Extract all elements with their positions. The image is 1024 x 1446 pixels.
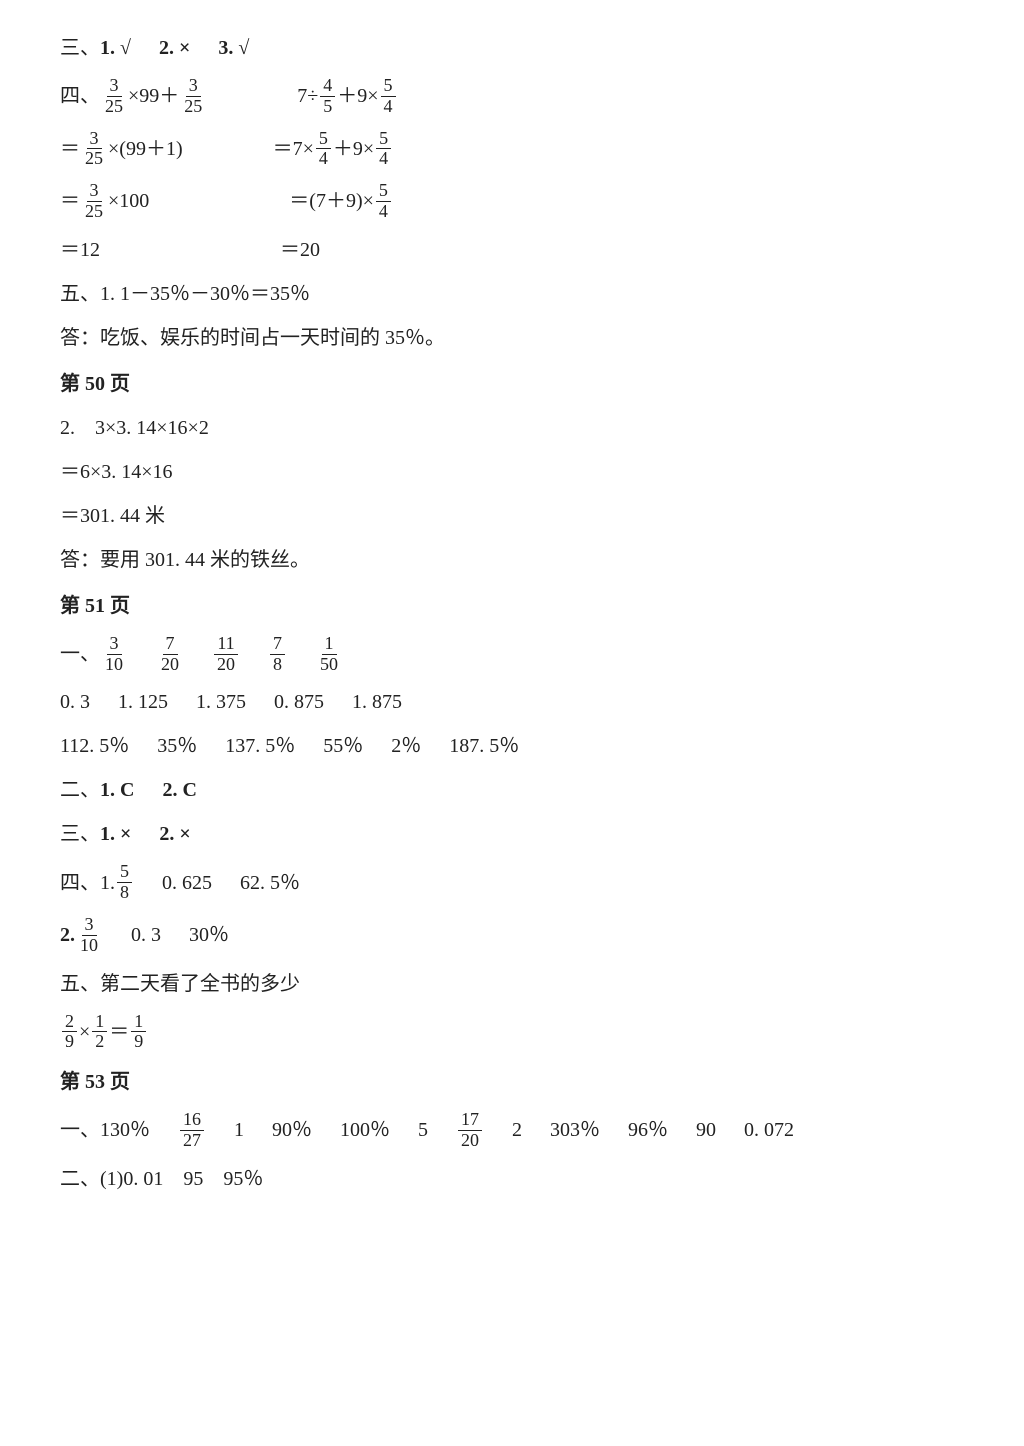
- wu1-answer: 答：吃饭、娱乐的时间占一天时间的 35％。: [60, 322, 964, 354]
- p51-yi-percents: 112. 5％ 35％ 137. 5％ 55％ 2％ 187. 5％: [60, 730, 964, 762]
- p51-heading: 第 51 页: [60, 590, 964, 622]
- section-si-row2: ＝ 325 ×(99＋1) ＝7× 54 ＋9× 54: [60, 129, 964, 170]
- p53-er: 二、(1)0. 01 95 95％: [60, 1163, 964, 1195]
- si-a-l3: ＝ 325 ×100: [60, 181, 149, 222]
- si-prefix: 四、: [60, 80, 100, 112]
- p51-yi-fracs: 一、 310 720 1120 78 150: [60, 634, 964, 675]
- si-b-l2: ＝7× 54 ＋9× 54: [273, 129, 394, 170]
- san-prefix: 三、: [60, 32, 100, 64]
- p50-heading: 第 50 页: [60, 368, 964, 400]
- si-a-l4: ＝12: [60, 234, 100, 266]
- p50-l3: ＝301. 44 米: [60, 500, 964, 532]
- si-b-l4: ＝20: [280, 234, 320, 266]
- p51-si-1: 四、1. 58 0. 625 62. 5％: [60, 862, 964, 903]
- section-si-row1: 四、 325 ×99＋ 325 7÷ 45 ＋9× 54: [60, 76, 964, 117]
- san-item-1: 1. √: [100, 32, 131, 64]
- section-si-row4: ＝12 ＝20: [60, 234, 964, 266]
- p51-er: 二、 1. C 2. C: [60, 774, 964, 806]
- p50-answer: 答：要用 301. 44 米的铁丝。: [60, 544, 964, 576]
- p53-heading: 第 53 页: [60, 1066, 964, 1098]
- p51-si-2: 2. 310 0. 3 30％: [60, 915, 964, 956]
- san-item-2: 2. ×: [159, 32, 190, 64]
- si-a-l1: 325 ×99＋ 325: [100, 76, 207, 117]
- section-san: 三、 1. √ 2. × 3. √: [60, 32, 964, 64]
- si-a-l2: ＝ 325 ×(99＋1): [60, 129, 183, 170]
- p51-yi-decimals: 0. 3 1. 125 1. 375 0. 875 1. 875: [60, 686, 964, 718]
- p51-wu-eq: 29 × 12 ＝ 19: [60, 1012, 964, 1053]
- p50-l1: 2. 3×3. 14×16×2: [60, 412, 964, 444]
- si-b-l1: 7÷ 45 ＋9× 54: [297, 76, 397, 117]
- wu1-line1: 五、1. 1－35％－30％＝35％: [60, 278, 964, 310]
- san-item-3: 3. √: [218, 32, 249, 64]
- p51-wu-title: 五、第二天看了全书的多少: [60, 968, 964, 1000]
- p50-l2: ＝6×3. 14×16: [60, 456, 964, 488]
- p51-san: 三、 1. × 2. ×: [60, 818, 964, 850]
- section-si-row3: ＝ 325 ×100 ＝(7＋9)× 54: [60, 181, 964, 222]
- p53-yi: 一、 130％ 1627 1 90％ 100％ 5 1720 2 303％ 96…: [60, 1110, 964, 1151]
- si-b-l3: ＝(7＋9)× 54: [289, 181, 393, 222]
